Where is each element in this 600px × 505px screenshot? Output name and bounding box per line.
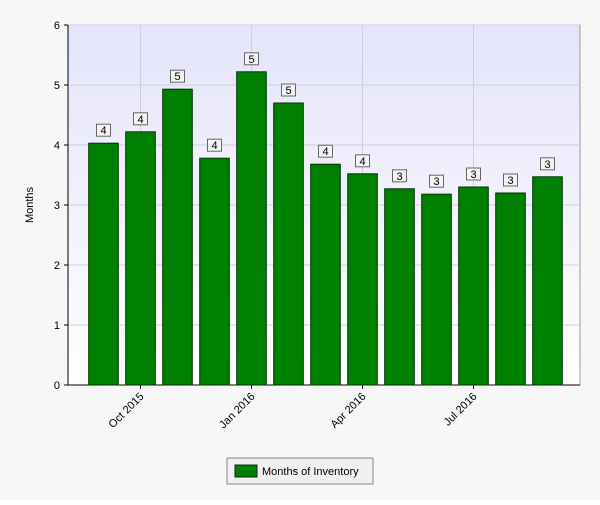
value-label-box (281, 83, 296, 97)
value-label: 4 (100, 125, 106, 137)
value-label-box (355, 154, 370, 168)
y-tick-label: 0 (54, 380, 60, 392)
value-label: 4 (137, 114, 143, 126)
bar (532, 176, 563, 386)
value-label-box (318, 144, 333, 158)
bar (421, 193, 452, 386)
bar (310, 163, 341, 386)
value-label: 3 (433, 176, 439, 188)
value-label: 3 (470, 169, 476, 181)
value-label: 5 (248, 54, 254, 66)
value-label-box (540, 157, 555, 171)
y-tick-label: 2 (54, 260, 60, 272)
bar (347, 173, 378, 386)
bar (384, 188, 415, 386)
value-label: 5 (285, 85, 291, 97)
value-label-box (133, 112, 148, 126)
value-label-box (503, 173, 518, 187)
value-label-box (96, 123, 111, 137)
bar (88, 142, 119, 386)
value-label-box (244, 52, 259, 66)
y-tick-label: 5 (54, 80, 60, 92)
value-label: 3 (396, 171, 402, 183)
value-label: 4 (211, 140, 217, 152)
y-tick-label: 3 (54, 200, 60, 212)
bar (458, 186, 489, 386)
bar (199, 157, 230, 386)
value-label-box (466, 167, 481, 181)
value-label-box (429, 174, 444, 188)
y-tick-label: 6 (54, 20, 60, 32)
value-label-box (392, 169, 407, 183)
value-label: 4 (359, 156, 365, 168)
bar (273, 102, 304, 386)
value-label: 5 (174, 71, 180, 83)
y-tick-label: 4 (54, 140, 60, 152)
bar (236, 71, 267, 386)
y-axis-title: Months (24, 186, 36, 223)
value-label: 3 (507, 175, 513, 187)
value-label-box (207, 138, 222, 152)
bar (125, 131, 156, 386)
y-tick-label: 1 (54, 320, 60, 332)
bar (162, 88, 193, 386)
value-label-box (170, 69, 185, 83)
value-label: 4 (322, 146, 328, 158)
legend-swatch (234, 464, 258, 478)
bar (495, 192, 526, 386)
legend-label: Months of Inventory (262, 466, 359, 478)
value-label: 3 (544, 159, 550, 171)
